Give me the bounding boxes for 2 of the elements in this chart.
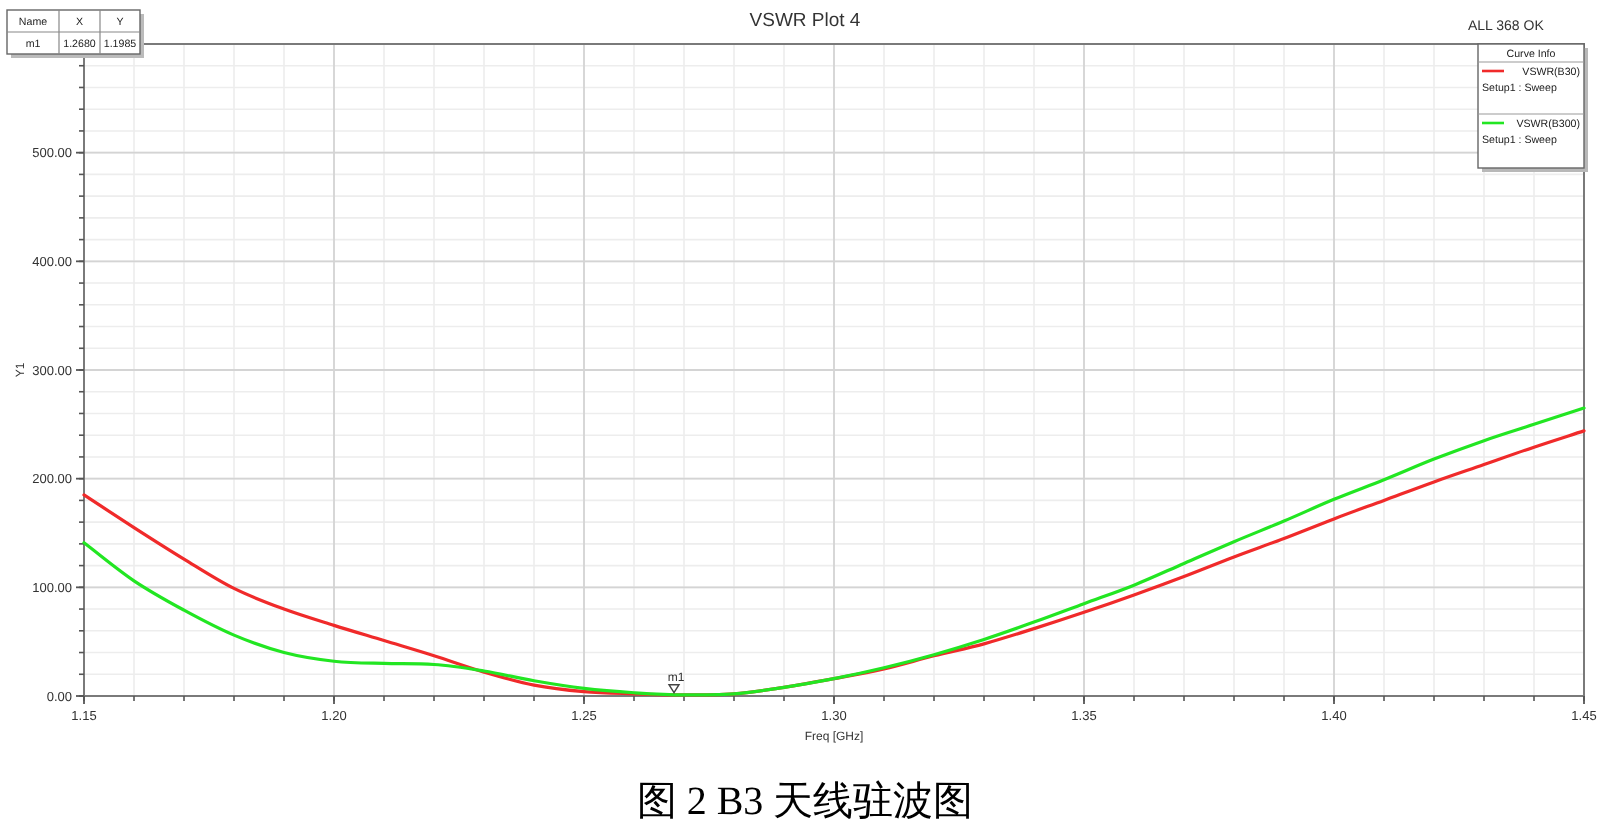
caption: 图 2 B3 天线驻波图 — [636, 780, 974, 824]
chart-title: VSWR Plot 4 — [749, 10, 861, 32]
